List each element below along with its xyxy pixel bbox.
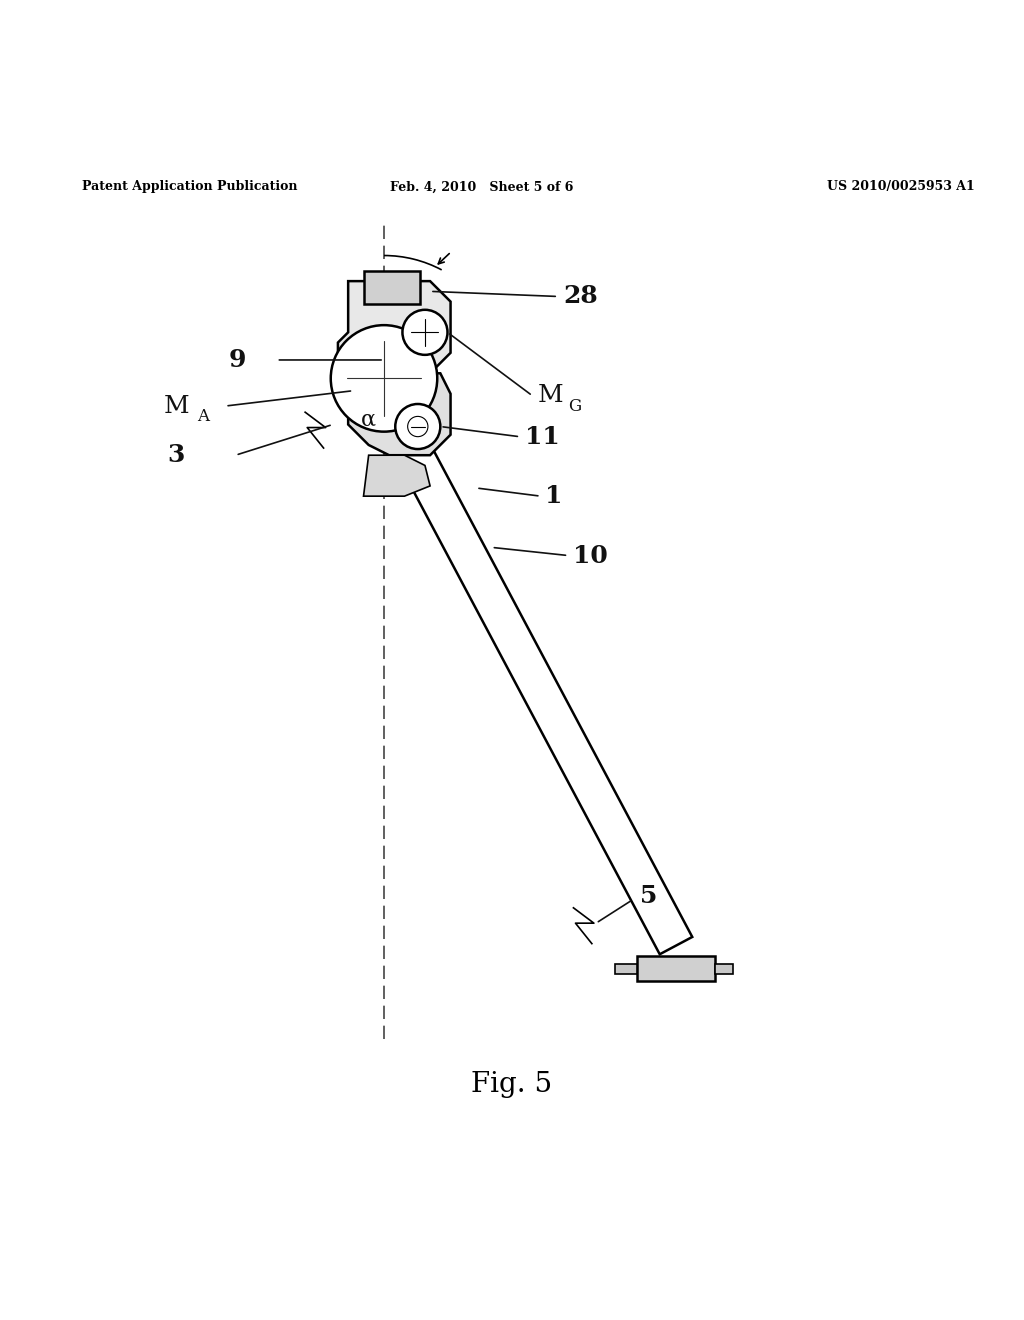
Polygon shape (338, 281, 451, 374)
Text: 11: 11 (525, 425, 560, 449)
Text: 28: 28 (563, 285, 598, 309)
Text: M: M (538, 384, 563, 408)
Text: 3: 3 (167, 444, 184, 467)
Polygon shape (614, 964, 637, 974)
Text: US 2010/0025953 A1: US 2010/0025953 A1 (827, 181, 975, 194)
Circle shape (402, 310, 447, 355)
Polygon shape (715, 964, 733, 974)
Polygon shape (348, 374, 451, 455)
Text: α: α (360, 408, 376, 430)
Text: Patent Application Publication: Patent Application Publication (82, 181, 297, 194)
Text: A: A (197, 408, 209, 425)
Text: G: G (568, 397, 582, 414)
FancyBboxPatch shape (364, 271, 420, 304)
Text: 9: 9 (228, 348, 246, 372)
Polygon shape (637, 956, 715, 982)
Text: 5: 5 (640, 883, 657, 908)
Text: M: M (164, 395, 189, 417)
Text: 1: 1 (545, 484, 562, 508)
Text: Feb. 4, 2010   Sheet 5 of 6: Feb. 4, 2010 Sheet 5 of 6 (389, 181, 573, 194)
Circle shape (395, 404, 440, 449)
Text: 10: 10 (573, 544, 608, 568)
Polygon shape (347, 350, 692, 954)
Text: Fig. 5: Fig. 5 (471, 1072, 553, 1098)
Polygon shape (364, 455, 430, 496)
Circle shape (331, 325, 437, 432)
